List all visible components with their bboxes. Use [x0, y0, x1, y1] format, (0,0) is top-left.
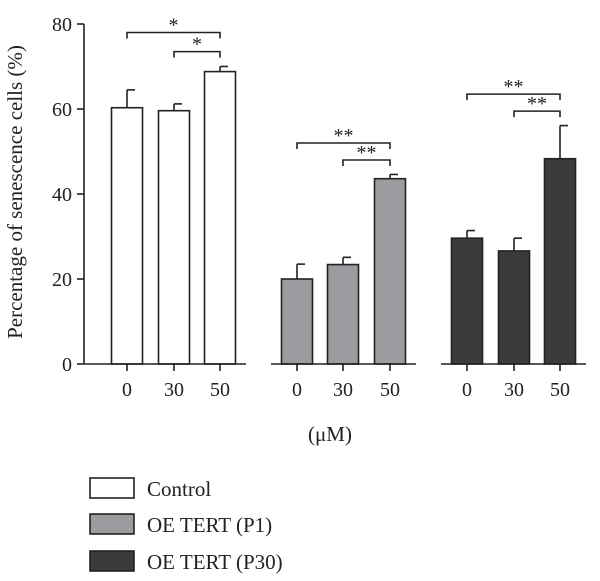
y-tick-label: 80 — [52, 14, 72, 36]
x-tick-label: 30 — [164, 379, 184, 401]
x-tick-label: 30 — [333, 379, 353, 401]
x-tick-label: 30 — [504, 379, 524, 401]
bar-group — [110, 65, 237, 365]
bar — [497, 250, 531, 365]
x-tick-label: 50 — [550, 379, 570, 401]
significance-bracket — [173, 50, 221, 58]
legend-label: OE TERT (P30) — [147, 550, 283, 574]
y-tick-label: 40 — [52, 184, 72, 206]
x-tick-label: 50 — [210, 379, 230, 401]
significance-bracket — [466, 93, 561, 101]
bar — [450, 237, 484, 365]
y-tick-label: 0 — [62, 354, 72, 376]
significance-bracket — [296, 142, 391, 149]
significance-bracket — [513, 110, 561, 118]
legend: Control OE TERT (P1) OE TERT (P30) — [89, 477, 283, 574]
x-tick-label: 0 — [292, 379, 302, 401]
y-axis: 0 20 40 60 80 — [52, 14, 85, 376]
x-tick-label: 50 — [380, 379, 400, 401]
legend-label: OE TERT (P1) — [147, 513, 272, 537]
x-axis-title: (μM) — [308, 422, 352, 446]
y-tick-label: 20 — [52, 269, 72, 291]
bar — [110, 106, 144, 365]
bar — [543, 157, 577, 365]
bar-group — [450, 124, 577, 365]
x-tick-label: 0 — [462, 379, 472, 401]
legend-swatch — [89, 550, 135, 572]
y-tick-label: 60 — [52, 99, 72, 121]
significance-label: ** — [334, 125, 354, 147]
bar-groups — [110, 65, 577, 365]
legend-label: Control — [147, 477, 211, 501]
bar — [157, 109, 191, 365]
bar — [203, 70, 237, 365]
significance-label: ** — [527, 93, 547, 115]
significance-label: ** — [504, 76, 524, 98]
y-axis-title: Percentage of senescence cells (%) — [3, 45, 27, 339]
significance-label: * — [192, 34, 202, 56]
legend-swatch — [89, 477, 135, 499]
legend-item: OE TERT (P1) — [89, 513, 272, 537]
legend-item: Control — [89, 477, 211, 501]
significance-bracket — [126, 31, 221, 39]
legend-item: OE TERT (P30) — [89, 550, 283, 574]
significance-brackets: ********** — [126, 15, 561, 166]
significance-bracket — [342, 159, 391, 166]
bar — [280, 278, 314, 365]
significance-label: ** — [357, 142, 377, 164]
x-axis: 0 30 50 0 30 50 0 30 50 — [84, 363, 586, 401]
bar-group — [280, 173, 407, 365]
significance-label: * — [169, 15, 179, 37]
bar — [373, 177, 407, 365]
legend-swatch — [89, 513, 135, 535]
x-tick-label: 0 — [122, 379, 132, 401]
bar — [326, 263, 360, 365]
